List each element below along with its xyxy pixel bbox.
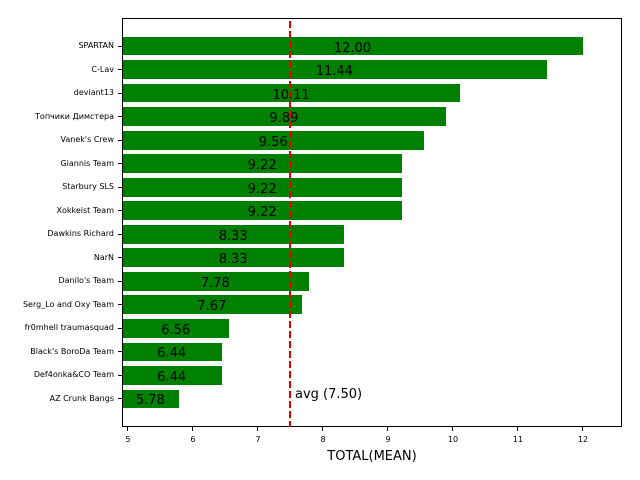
bar-value-label: 6.44	[157, 346, 187, 362]
y-tick-mark	[118, 69, 122, 71]
x-tick-mark	[387, 427, 389, 431]
y-tick-label: Danilo's Team	[58, 276, 114, 286]
bar	[122, 366, 222, 385]
bar	[122, 154, 403, 174]
x-axis-label: TOTAL(MEAN)	[327, 449, 417, 464]
x-tick-mark	[257, 427, 259, 431]
bar	[122, 177, 403, 197]
average-reference-line	[289, 21, 292, 427]
bar	[122, 60, 547, 79]
bar	[122, 130, 425, 150]
bar-value-label: 9.22	[247, 205, 277, 221]
y-tick-mark	[118, 327, 122, 329]
x-tick-mark	[517, 427, 519, 431]
bar-value-label: 9.22	[247, 181, 277, 197]
bar	[122, 342, 222, 362]
y-tick-mark	[118, 186, 122, 188]
y-tick-label: C-Lav	[91, 64, 114, 74]
y-tick-mark	[118, 163, 122, 165]
x-tick-mark	[322, 427, 324, 431]
bar-value-label: 9.22	[247, 158, 277, 174]
bar	[122, 107, 446, 126]
y-tick-label: AZ Crunk Bangs	[49, 393, 114, 403]
y-tick-label: SPARTAN	[78, 41, 114, 50]
y-tick-mark	[118, 210, 122, 212]
bar-value-label: 5.78	[135, 393, 165, 409]
x-tick-label: 11	[512, 435, 524, 444]
x-tick-label: 6	[190, 435, 196, 444]
y-tick-mark	[118, 304, 122, 306]
y-tick-label: Xokkeist Team	[56, 205, 115, 215]
bar-value-label: 9.89	[269, 111, 299, 127]
y-tick-mark	[118, 139, 122, 141]
x-tick-mark	[192, 427, 194, 431]
bar	[122, 389, 179, 409]
bar-value-label: 10.11	[272, 87, 310, 103]
y-tick-mark	[118, 45, 122, 47]
y-tick-mark	[118, 351, 122, 353]
bar-value-label: 12.00	[333, 40, 372, 56]
bar-value-label: 8.33	[218, 252, 248, 268]
x-tick-label: 5	[125, 435, 131, 444]
x-tick-label: 8	[320, 435, 326, 444]
y-tick-label: Vanek's Crew	[60, 135, 114, 145]
y-tick-label: Dawkins Richard	[47, 229, 114, 239]
y-tick-mark	[118, 257, 122, 259]
bar-value-label: 6.44	[157, 369, 187, 385]
bar-value-label: 7.67	[197, 299, 227, 315]
y-tick-label: Serg_Lo and Oxy Team	[22, 299, 114, 309]
x-tick-label: 12	[577, 435, 589, 444]
x-tick-label: 10	[447, 435, 459, 444]
y-tick-label: Starbury SLS	[62, 182, 114, 192]
x-tick-label: 7	[255, 435, 261, 444]
bar	[122, 248, 345, 268]
x-tick-mark	[127, 427, 129, 431]
bar	[122, 201, 403, 221]
bar-value-label: 7.78	[200, 275, 230, 291]
y-tick-label: fr0mhell traumasquad	[24, 323, 114, 333]
bar	[122, 295, 302, 315]
average-label: avg (7.50)	[294, 386, 363, 402]
bar	[122, 224, 345, 244]
bar-value-label: 9.56	[258, 134, 288, 150]
y-tick-mark	[118, 233, 122, 235]
y-tick-label: Def4onka&CO Team	[33, 370, 114, 380]
bar	[122, 318, 230, 338]
y-tick-mark	[118, 116, 122, 118]
y-tick-mark	[118, 92, 122, 94]
y-tick-mark	[118, 280, 122, 282]
bar-value-label: 8.33	[218, 228, 248, 244]
y-tick-label: Black's BoroDa Team	[30, 346, 114, 356]
bar-value-label: 11.44	[315, 64, 353, 80]
bar	[122, 36, 583, 56]
bar	[122, 271, 309, 291]
x-tick-mark	[452, 427, 454, 431]
bar-value-label: 6.56	[161, 322, 191, 338]
y-tick-label: Giannis Team	[60, 158, 114, 168]
plot-area	[122, 18, 622, 427]
y-tick-mark	[118, 374, 122, 376]
y-tick-label: Топчики Димстера	[35, 111, 114, 121]
y-tick-mark	[118, 398, 122, 400]
y-tick-label: deviant13	[73, 88, 114, 98]
x-tick-label: 9	[385, 435, 391, 444]
x-tick-mark	[582, 427, 584, 431]
y-tick-label: NarN	[93, 252, 114, 262]
